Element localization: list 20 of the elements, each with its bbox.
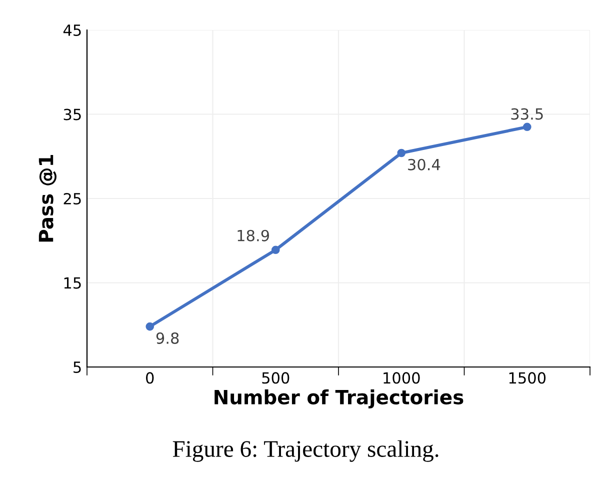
- y-tick-label: 45: [63, 24, 81, 36]
- y-tick-label: 25: [64, 192, 81, 205]
- x-tick-label: 1000: [384, 372, 420, 384]
- point: [522, 122, 532, 132]
- y-tick-label: 35: [64, 108, 81, 120]
- y-tick-label: 5: [74, 362, 81, 374]
- y-axis-title: Pass @1: [38, 154, 56, 242]
- data-label: 9.8: [156, 332, 179, 344]
- point: [146, 322, 154, 331]
- x-tick-label: 500: [262, 372, 290, 384]
- data-label: 30.4: [408, 158, 440, 170]
- data-label: 18.9: [238, 230, 269, 242]
- y-tick-label: 15: [64, 277, 81, 289]
- data-label: 33.5: [511, 108, 543, 120]
- x-tick-label: 1500: [509, 372, 546, 384]
- caption: Figure 6: Trajectory scaling.: [172, 440, 438, 462]
- x-tick-label: 0: [146, 372, 154, 384]
- x-axis-title: Number of Trajectories: [214, 389, 464, 408]
- point: [397, 148, 406, 158]
- point: [271, 246, 280, 254]
